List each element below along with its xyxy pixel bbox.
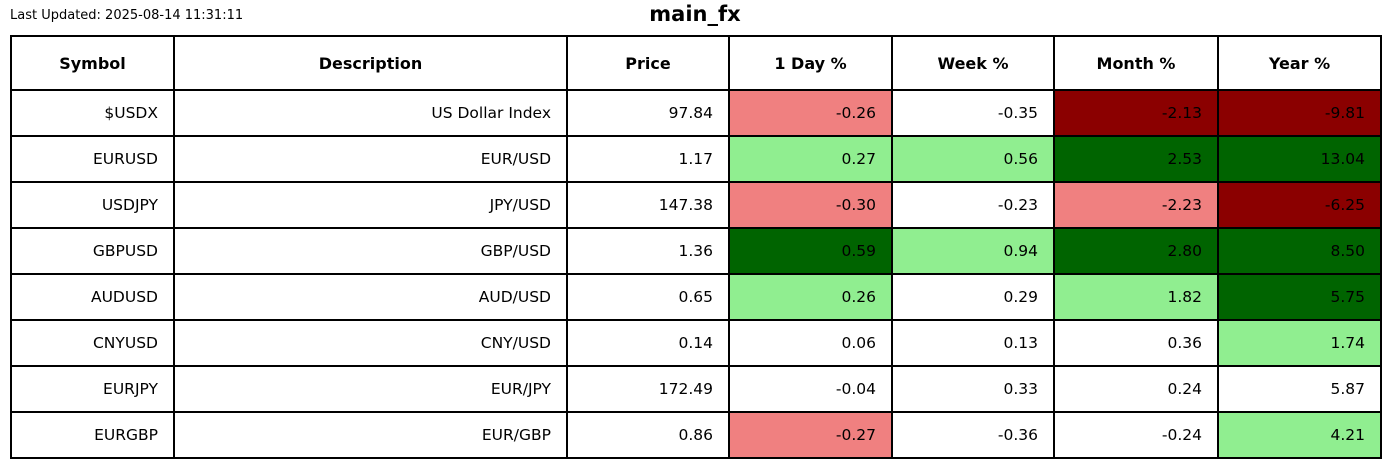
cell-day-pct: 0.06: [728, 319, 893, 367]
cell-month-pct: 2.53: [1053, 135, 1219, 183]
cell-day-pct: -0.30: [728, 181, 893, 229]
cell-price: 97.84: [566, 89, 730, 137]
table-row-eurgbp: EURGBP EUR/GBP 0.86 -0.27 -0.36 -0.24 4.…: [10, 411, 1382, 459]
cell-year-pct: -9.81: [1217, 89, 1382, 137]
fx-rates-table: Symbol Description Price 1 Day % Week % …: [10, 35, 1382, 459]
table-row-gbpusd: GBPUSD GBP/USD 1.36 0.59 0.94 2.80 8.50: [10, 227, 1382, 275]
cell-week-pct: 0.56: [891, 135, 1055, 183]
cell-month-pct: -0.24: [1053, 411, 1219, 459]
table-row-eurusd: EURUSD EUR/USD 1.17 0.27 0.56 2.53 13.04: [10, 135, 1382, 183]
table-row-audusd: AUDUSD AUD/USD 0.65 0.26 0.29 1.82 5.75: [10, 273, 1382, 321]
cell-year-pct: 4.21: [1217, 411, 1382, 459]
cell-symbol: AUDUSD: [10, 273, 175, 321]
column-header-day: 1 Day %: [728, 35, 893, 91]
cell-month-pct: -2.13: [1053, 89, 1219, 137]
cell-price: 1.36: [566, 227, 730, 275]
table-row-cnyusd: CNYUSD CNY/USD 0.14 0.06 0.13 0.36 1.74: [10, 319, 1382, 367]
cell-week-pct: 0.33: [891, 365, 1055, 413]
cell-year-pct: 5.75: [1217, 273, 1382, 321]
last-updated-timestamp: Last Updated: 2025-08-14 11:31:11: [10, 8, 244, 23]
cell-description: EUR/JPY: [173, 365, 568, 413]
cell-day-pct: -0.04: [728, 365, 893, 413]
cell-day-pct: 0.26: [728, 273, 893, 321]
cell-description: CNY/USD: [173, 319, 568, 367]
cell-price: 1.17: [566, 135, 730, 183]
column-header-week: Week %: [891, 35, 1055, 91]
column-header-description: Description: [173, 35, 568, 91]
cell-day-pct: -0.26: [728, 89, 893, 137]
table-row-usdx: $USDX US Dollar Index 97.84 -0.26 -0.35 …: [10, 89, 1382, 137]
cell-description: EUR/GBP: [173, 411, 568, 459]
cell-month-pct: 1.82: [1053, 273, 1219, 321]
column-header-month: Month %: [1053, 35, 1219, 91]
cell-year-pct: 5.87: [1217, 365, 1382, 413]
cell-symbol: EURJPY: [10, 365, 175, 413]
table-row-usdjpy: USDJPY JPY/USD 147.38 -0.30 -0.23 -2.23 …: [10, 181, 1382, 229]
cell-description: EUR/USD: [173, 135, 568, 183]
cell-week-pct: -0.36: [891, 411, 1055, 459]
table-header-row: Symbol Description Price 1 Day % Week % …: [10, 35, 1382, 91]
cell-day-pct: 0.59: [728, 227, 893, 275]
table-row-eurjpy: EURJPY EUR/JPY 172.49 -0.04 0.33 0.24 5.…: [10, 365, 1382, 413]
cell-description: GBP/USD: [173, 227, 568, 275]
cell-description: US Dollar Index: [173, 89, 568, 137]
cell-week-pct: 0.13: [891, 319, 1055, 367]
cell-symbol: EURUSD: [10, 135, 175, 183]
page-title: main_fx: [649, 2, 741, 26]
cell-month-pct: 0.36: [1053, 319, 1219, 367]
cell-description: AUD/USD: [173, 273, 568, 321]
cell-month-pct: -2.23: [1053, 181, 1219, 229]
cell-price: 147.38: [566, 181, 730, 229]
cell-day-pct: -0.27: [728, 411, 893, 459]
cell-symbol: GBPUSD: [10, 227, 175, 275]
cell-year-pct: 8.50: [1217, 227, 1382, 275]
column-header-symbol: Symbol: [10, 35, 175, 91]
cell-week-pct: -0.35: [891, 89, 1055, 137]
cell-week-pct: 0.94: [891, 227, 1055, 275]
cell-symbol: CNYUSD: [10, 319, 175, 367]
cell-year-pct: -6.25: [1217, 181, 1382, 229]
cell-price: 172.49: [566, 365, 730, 413]
cell-day-pct: 0.27: [728, 135, 893, 183]
cell-price: 0.14: [566, 319, 730, 367]
cell-symbol: USDJPY: [10, 181, 175, 229]
cell-month-pct: 2.80: [1053, 227, 1219, 275]
cell-symbol: EURGBP: [10, 411, 175, 459]
cell-description: JPY/USD: [173, 181, 568, 229]
cell-week-pct: -0.23: [891, 181, 1055, 229]
cell-month-pct: 0.24: [1053, 365, 1219, 413]
column-header-year: Year %: [1217, 35, 1382, 91]
cell-symbol: $USDX: [10, 89, 175, 137]
cell-price: 0.65: [566, 273, 730, 321]
cell-price: 0.86: [566, 411, 730, 459]
cell-week-pct: 0.29: [891, 273, 1055, 321]
cell-year-pct: 1.74: [1217, 319, 1382, 367]
cell-year-pct: 13.04: [1217, 135, 1382, 183]
column-header-price: Price: [566, 35, 730, 91]
